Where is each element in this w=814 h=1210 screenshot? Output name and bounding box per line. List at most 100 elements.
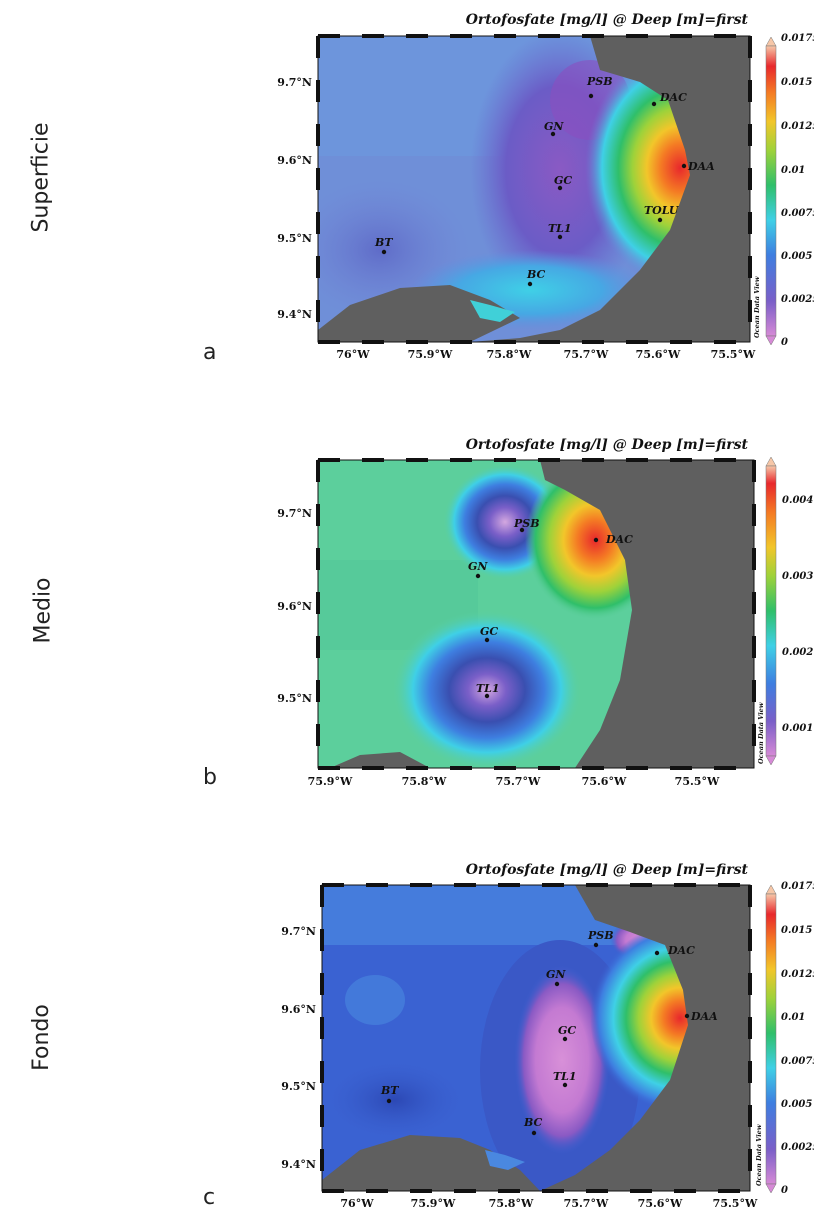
lon-tick: 75.8°W	[402, 775, 447, 788]
station-markers: PSB DAC GN GC TL1	[468, 517, 633, 699]
map-area	[318, 460, 754, 768]
station-dot	[531, 1130, 537, 1136]
station-label: TOLU	[644, 204, 680, 217]
station-label: PSB	[513, 517, 540, 530]
lat-tick: 9.4°N	[277, 308, 312, 321]
station-dot	[484, 693, 490, 699]
land-mass	[470, 36, 750, 342]
lat-tick: 9.5°N	[281, 1080, 316, 1093]
colorbar-tick: 0	[781, 337, 788, 348]
lon-tick: 75.9°W	[308, 775, 353, 788]
station-label: DAC	[667, 944, 695, 957]
station-label: TL1	[553, 1070, 577, 1083]
station-dot	[562, 1036, 568, 1042]
lat-tick: 9.7°N	[277, 507, 312, 520]
station-dot	[593, 537, 599, 543]
odv-watermark: Ocean Data View	[757, 702, 765, 764]
station-label: GN	[468, 560, 488, 573]
station-dot	[562, 1082, 568, 1088]
lon-tick: 76°W	[336, 348, 370, 361]
colorbar-tick: 0.002	[782, 647, 813, 658]
station-dot	[484, 637, 490, 643]
colorbar-tick: 0	[781, 1185, 788, 1196]
lon-tick: 75.5°W	[711, 348, 756, 361]
lon-tick: 75.6°W	[636, 348, 681, 361]
colorbar-tick: 0.005	[781, 251, 812, 262]
lat-tick: 9.4°N	[281, 1158, 316, 1171]
station-markers: PSB DAC GN DAA GC TOLU TL1 BT BC	[374, 75, 715, 287]
station-dot	[557, 234, 563, 240]
colorbar-tick: 0.01	[781, 1012, 805, 1023]
station-dot	[593, 942, 599, 948]
station-dot	[386, 1098, 392, 1104]
station-label: GC	[558, 1024, 576, 1037]
lon-tick: 75.9°W	[411, 1197, 456, 1210]
lon-tick: 75.7°W	[564, 1197, 609, 1210]
station-label: BT	[380, 1084, 399, 1097]
panel-letter-c: c	[203, 1185, 216, 1210]
station-label: DAA	[690, 1010, 718, 1023]
colorbar-tick: 0.0025	[781, 294, 814, 305]
colorbar-tick: 0.005	[781, 1099, 812, 1110]
lon-tick: 75.6°W	[582, 775, 627, 788]
station-label: DAA	[687, 160, 715, 173]
station-label: BC	[526, 268, 546, 281]
station-label: TL1	[548, 222, 572, 235]
station-label: BC	[523, 1116, 543, 1129]
colorbar-tick: 0.003	[782, 571, 813, 582]
station-dot	[550, 131, 556, 137]
lat-tick: 9.7°N	[281, 925, 316, 938]
station-dot	[651, 101, 657, 107]
lon-tick: 75.8°W	[489, 1197, 534, 1210]
station-dot	[557, 185, 563, 191]
lat-tick: 9.5°N	[277, 232, 312, 245]
map-panel-b: Ortofosfate [mg/l] @ Deep [m]=first 9.7°…	[277, 437, 813, 788]
map-title: Ortofosfate [mg/l] @ Deep [m]=first	[466, 437, 749, 453]
map-panel-c: Ortofosfate [mg/l] @ Deep [m]=first 9.7°…	[281, 862, 814, 1210]
lon-tick: 75.9°W	[408, 348, 453, 361]
station-label: GN	[546, 968, 566, 981]
station-label: DAC	[659, 91, 687, 104]
station-dot	[654, 950, 660, 956]
land-mass	[540, 885, 750, 1191]
station-dot	[381, 249, 387, 255]
colorbar-tick: 0.015	[781, 77, 812, 88]
station-label: PSB	[587, 929, 614, 942]
colorbar-tick: 0.0025	[781, 1142, 814, 1153]
colorbar-tick: 0.001	[782, 723, 813, 734]
lon-tick: 75.7°W	[564, 348, 609, 361]
station-label: GC	[480, 625, 498, 638]
station-label: PSB	[586, 75, 613, 88]
lat-tick: 9.5°N	[277, 692, 312, 705]
station-dot	[554, 981, 560, 987]
colorbar-tick: 0.0175	[781, 881, 814, 892]
map-area	[322, 885, 750, 1191]
station-label: DAC	[605, 533, 633, 546]
map-title: Ortofosfate [mg/l] @ Deep [m]=first	[466, 12, 749, 28]
colorbar-tick: 0.015	[781, 925, 812, 936]
odv-watermark: Ocean Data View	[755, 1124, 763, 1186]
map-title: Ortofosfate [mg/l] @ Deep [m]=first	[466, 862, 749, 878]
station-label: BT	[374, 236, 393, 249]
map-panel-a: Ortofosfate [mg/l] @ Deep [m]=first 9.7°…	[277, 12, 814, 361]
colorbar-tick: 0.0125	[781, 969, 814, 980]
panel-letter-a: a	[203, 340, 217, 365]
land-mass	[540, 460, 754, 768]
colorbar-tick: 0.0075	[781, 208, 814, 219]
station-label: GN	[544, 120, 564, 133]
colorbar-tick: 0.004	[782, 495, 813, 506]
lon-tick: 75.8°W	[487, 348, 532, 361]
colorbar-tick: 0.0075	[781, 1056, 814, 1067]
lat-tick: 9.7°N	[277, 76, 312, 89]
colorbar	[765, 36, 777, 346]
lon-tick: 76°W	[340, 1197, 374, 1210]
colorbar-tick: 0.0175	[781, 33, 814, 44]
map-area	[318, 36, 750, 342]
station-dot	[588, 93, 594, 99]
station-label: GC	[554, 174, 572, 187]
station-label: TL1	[476, 682, 500, 695]
lon-tick: 75.7°W	[496, 775, 541, 788]
colorbar-tick: 0.01	[781, 165, 805, 176]
colorbar	[765, 884, 777, 1194]
colorbar	[765, 456, 777, 766]
